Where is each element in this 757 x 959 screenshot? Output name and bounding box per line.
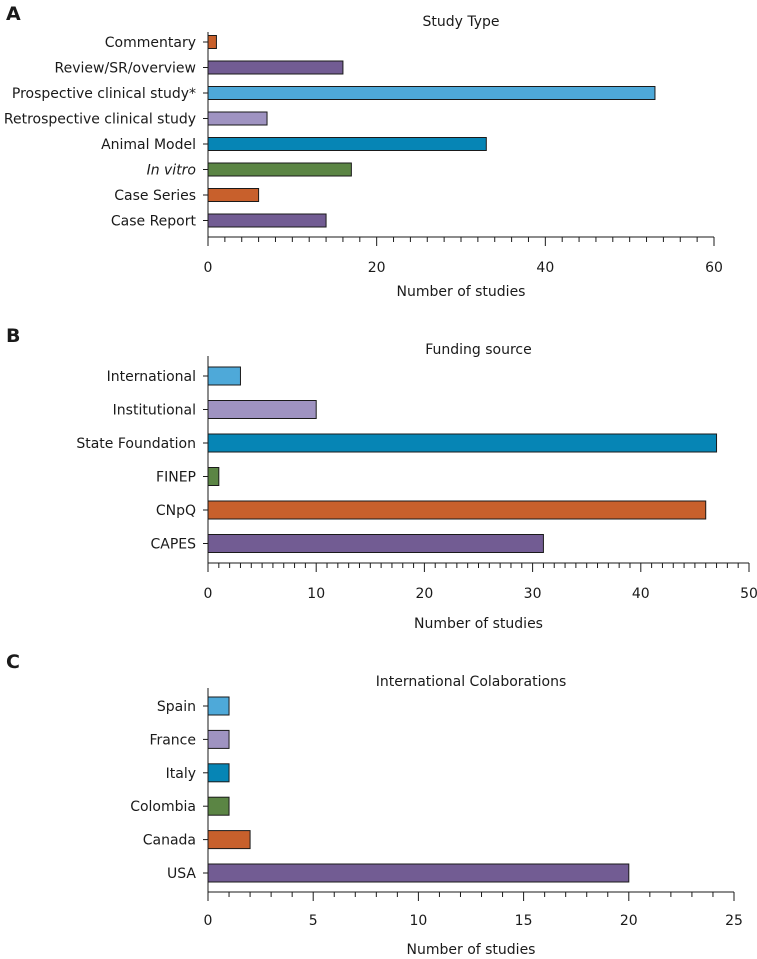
category-label: Animal Model xyxy=(101,137,196,153)
category-label: Institutional xyxy=(113,403,196,419)
bar-prospective-clinical-study xyxy=(207,86,656,100)
bar-capes xyxy=(207,534,544,553)
bar-state-foundation xyxy=(207,433,718,453)
category-label: Italy xyxy=(166,766,196,782)
bar-institutional xyxy=(207,400,317,419)
bar-finep xyxy=(207,467,220,486)
x-tick-label: 10 xyxy=(307,586,325,602)
category-label: France xyxy=(149,732,196,748)
category-label: Canada xyxy=(143,833,196,849)
x-tick-label: 40 xyxy=(536,260,554,276)
category-label: Review/SR/overview xyxy=(55,61,196,77)
x-tick-label: 20 xyxy=(620,913,638,929)
bar-france xyxy=(207,729,230,749)
bar-italy xyxy=(207,763,230,783)
category-label: FINEP xyxy=(156,470,196,486)
category-label: USA xyxy=(167,866,196,882)
panel-letter: A xyxy=(6,3,21,25)
bar-case-series xyxy=(207,188,260,202)
x-tick-label: 50 xyxy=(740,586,757,602)
x-tick-label: 25 xyxy=(725,913,743,929)
x-tick-label: 60 xyxy=(705,260,723,276)
x-tick-label: 20 xyxy=(415,586,433,602)
category-label: Spain xyxy=(157,699,196,715)
bar-animal-model xyxy=(207,137,487,151)
bar-case-report xyxy=(207,213,327,228)
x-axis-label: Number of studies xyxy=(414,616,543,632)
category-label: In vitro xyxy=(147,163,196,179)
category-label: CAPES xyxy=(150,537,196,553)
bar-canada xyxy=(207,830,251,850)
chart-title: Funding source xyxy=(425,342,532,358)
bar-colombia xyxy=(207,796,230,816)
category-label: Prospective clinical study* xyxy=(12,86,196,102)
bar-usa xyxy=(207,863,630,883)
x-tick-label: 0 xyxy=(204,913,213,929)
bar-in-vitro xyxy=(207,162,352,177)
category-label: Retrospective clinical study xyxy=(4,112,196,128)
bar-international xyxy=(207,366,241,386)
bar-spain xyxy=(207,696,230,716)
panel-letter: C xyxy=(6,651,20,673)
x-tick-label: 30 xyxy=(524,586,542,602)
bar-commentary xyxy=(207,35,217,49)
category-label: Colombia xyxy=(130,799,196,815)
x-tick-label: 0 xyxy=(204,260,213,276)
bar-cnpq xyxy=(207,500,707,520)
category-label: International xyxy=(107,369,196,385)
category-label: Case Series xyxy=(114,188,196,204)
panel-a: A Study Type Commentary Review/SR/overview P… xyxy=(4,3,723,300)
panel-c: C International Colaborations Spain France I… xyxy=(6,651,743,958)
x-tick-label: 5 xyxy=(309,913,318,929)
category-label: Case Report xyxy=(111,214,197,230)
x-axis-label: Number of studies xyxy=(397,284,526,300)
x-axis-label: Number of studies xyxy=(407,942,536,958)
x-tick-label: 10 xyxy=(409,913,427,929)
chart-title: International Colaborations xyxy=(376,674,567,690)
bar-retrospective-clinical-study xyxy=(207,111,268,126)
category-label: CNpQ xyxy=(156,503,196,519)
panel-b: B Funding source International Institutiona… xyxy=(6,325,757,632)
x-tick-label: 40 xyxy=(632,586,650,602)
chart-title: Study Type xyxy=(422,14,499,30)
x-tick-label: 15 xyxy=(515,913,533,929)
category-label: Commentary xyxy=(105,35,196,51)
category-label: State Foundation xyxy=(76,436,196,452)
x-tick-label: 20 xyxy=(368,260,386,276)
bar-review-sr-overview xyxy=(207,60,344,75)
x-tick-label: 0 xyxy=(204,586,213,602)
panel-letter: B xyxy=(6,325,20,347)
